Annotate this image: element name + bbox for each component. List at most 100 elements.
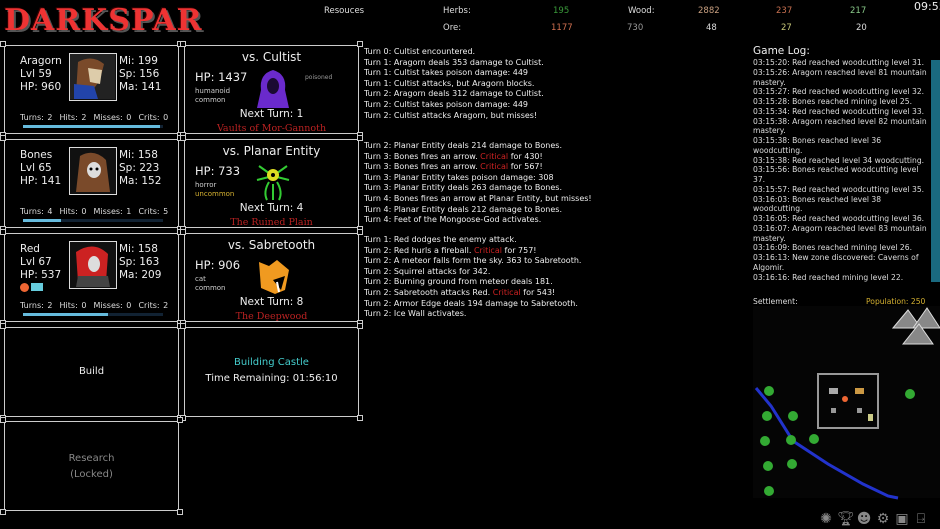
trophy-icon[interactable]: 🏆︎	[837, 511, 855, 527]
game-log-entry: 03:15:56: Bones reached woodcutting leve…	[753, 165, 919, 184]
gear-icon[interactable]: ⚙	[876, 511, 890, 527]
resource-value: 237	[776, 6, 793, 16]
exit-icon[interactable]: ⍈	[916, 511, 926, 527]
combat-log-line: Turn 1: Red dodges the enemy attack.	[364, 235, 581, 246]
game-log-scrollbar[interactable]	[931, 60, 940, 282]
combat-log-line: Turn 2: Burning ground from meteor deals…	[364, 277, 581, 288]
research-label: Research	[68, 453, 115, 464]
enemy-next-turn: Next Turn: 1	[239, 108, 304, 120]
hero-hp: HP: 960	[20, 81, 62, 93]
log-text: Turn 2: Cultist attacks Aragorn, but mis…	[364, 110, 538, 120]
enemy-title: vs. Planar Entity	[222, 144, 321, 158]
hero-speed: Sp: 223	[119, 162, 160, 174]
combat-log-line: Turn 2: Armor Edge deals 194 damage to S…	[364, 299, 581, 310]
log-text: Turn 3: Bones fires an arrow.	[364, 151, 481, 161]
enemy-type: cat	[195, 275, 206, 283]
game-log: 03:15:20: Red reached woodcutting level …	[753, 58, 929, 282]
research-button[interactable]: Research (Locked)	[0, 417, 183, 515]
combat-log-line: Turn 2: A meteor falls form the sky. 363…	[364, 256, 581, 267]
settlement-walls	[817, 373, 879, 429]
hero-turn-progress	[23, 313, 163, 316]
enemy-card[interactable]: vs. Planar Entity HP: 733 horror uncommon…	[180, 135, 363, 232]
hero-portrait	[69, 53, 117, 101]
combat-log-line: Turn 1: Cultist takes poison damage: 449	[364, 68, 544, 79]
log-text: Turn 2: Red hurls a fireball.	[364, 245, 474, 255]
log-text: Turn 2: Ice Wall activates.	[364, 309, 467, 319]
enemy-card[interactable]: vs. Sabretooth HP: 906 cat common Next Tu…	[180, 229, 363, 326]
game-log-entry: 03:15:28: Bones reached mining level 25.	[753, 97, 912, 106]
fire-buff-icon	[20, 283, 29, 292]
hero-combat-summary: Turns: 2 Hits: 0 Misses: 0 Crits: 2	[20, 301, 169, 310]
research-locked: (Locked)	[70, 469, 113, 480]
combat-log-line: Turn 3: Planar Entity deals 263 damage t…	[364, 183, 592, 194]
combat-log: Turn 2: Planar Entity deals 214 damage t…	[364, 141, 592, 226]
critical-text: Critical	[492, 287, 521, 297]
log-text: Turn 1: Cultist attacks, but Aragorn blo…	[364, 78, 535, 88]
hero-card-bones[interactable]: Bones Lvl 65 HP: 141 Mi: 158 Sp: 223 Ma: 152…	[0, 135, 183, 232]
hero-turn-progress	[23, 219, 163, 222]
hero-hp: HP: 537	[20, 269, 62, 281]
enemy-zone: The Ruined Plain	[230, 217, 313, 228]
enemy-hp: HP: 733	[195, 164, 241, 178]
combat-log-line: Turn 3: Bones fires an arrow. Critical f…	[364, 152, 592, 163]
log-text: Turn 2: Aragorn deals 312 damage to Cult…	[364, 89, 544, 99]
log-text: Turn 4: Feet of the Mongoose-God activat…	[364, 215, 542, 225]
game-log-entry: 03:16:05: Red reached woodcutting level …	[753, 214, 925, 223]
combat-log-line: Turn 2: Squirrel attacks for 342.	[364, 267, 581, 278]
hero-turn-progress	[23, 125, 163, 128]
log-text: for 430!	[508, 151, 543, 161]
hero-name: Aragorn	[20, 55, 62, 67]
build-button[interactable]: Build	[0, 323, 183, 421]
hero-portrait	[69, 241, 117, 289]
enemy-portrait	[255, 68, 291, 108]
herbs-value: 195	[553, 6, 570, 16]
game-log-entry: 03:16:03: Bones reached level 38 woodcut…	[753, 194, 882, 214]
game-logo: DARKSPAR	[4, 3, 203, 38]
enemy-rarity: common	[195, 284, 226, 292]
game-log-entry: 03:16:09: Bones reached mining level 26.	[753, 243, 912, 253]
log-text: Turn 3: Planar Entity deals 263 damage t…	[364, 183, 563, 193]
hero-card-red[interactable]: Red Lvl 67 HP: 537 Mi: 158 Sp: 163 Ma: 209 T…	[0, 229, 183, 326]
combat-log-line: Turn 1: Cultist attacks, but Aragorn blo…	[364, 79, 544, 90]
log-text: Turn 1: Aragorn deals 353 damage to Cult…	[364, 57, 544, 67]
resource-value: 27	[781, 23, 792, 33]
resource-value: 48	[706, 23, 717, 33]
log-text: Turn 2: Armor Edge deals 194 damage to S…	[364, 298, 578, 308]
combat-log-line: Turn 2: Red hurls a fireball. Critical f…	[364, 246, 581, 257]
combat-log-line: Turn 2: Cultist attacks Aragorn, but mis…	[364, 111, 544, 122]
enemy-card[interactable]: vs. Cultist HP: 1437 humanoid common pois…	[180, 41, 363, 138]
combat-log-line: Turn 0: Cultist encountered.	[364, 47, 544, 58]
enemy-next-turn: Next Turn: 4	[239, 202, 304, 214]
log-text: Turn 2: Squirrel attacks for 342.	[364, 266, 491, 276]
combat-log-line: Turn 4: Feet of the Mongoose-God activat…	[364, 215, 592, 226]
hero-might: Mi: 199	[119, 55, 158, 67]
herbs-label: Herbs:	[443, 6, 471, 16]
hero-magic: Ma: 152	[119, 175, 162, 187]
resource-value: 730	[627, 23, 644, 33]
combat-log-line: Turn 3: Planar Entity takes poison damag…	[364, 173, 592, 184]
mask-icon[interactable]: ☻	[856, 511, 872, 527]
game-log-entry: 03:15:38: Aragorn reached level 82 mount…	[753, 116, 927, 136]
game-log-entry: 03:16:13: New zone discovered: Caverns o…	[753, 253, 919, 272]
settlement-map[interactable]	[753, 306, 940, 502]
game-log-entry: 03:15:27: Red reached woodcutting level …	[753, 87, 925, 97]
trees	[760, 386, 915, 496]
hero-magic: Ma: 209	[119, 269, 162, 281]
log-text: for 567!	[508, 162, 543, 172]
log-text: for 543!	[520, 287, 556, 297]
hero-combat-summary: Turns: 4 Hits: 0 Misses: 1 Crits: 5	[20, 207, 169, 216]
hero-portrait	[69, 147, 117, 195]
enemy-portrait	[255, 162, 291, 202]
enemy-status: poisoned	[305, 74, 333, 81]
enemy-type: horror	[195, 181, 217, 189]
skills-icon[interactable]: ✺	[820, 511, 832, 527]
save-icon[interactable]: ▣	[895, 511, 909, 527]
log-text: Turn 3: Planar Entity takes poison damag…	[364, 172, 554, 182]
critical-text: Critical	[480, 162, 509, 172]
combat-log-line: Turn 3: Bones fires an arrow. Critical f…	[364, 162, 592, 173]
wood-label: Wood:	[628, 6, 655, 16]
combat-log-line: Turn 2: Sabretooth attacks Red. Critical…	[364, 288, 581, 299]
resource-value: 20	[856, 23, 867, 33]
combat-log-line: Turn 1: Aragorn deals 353 damage to Cult…	[364, 58, 544, 69]
hero-card-aragorn[interactable]: Aragorn Lvl 59 HP: 960 Mi: 199 Sp: 156 Ma: 1…	[0, 41, 183, 138]
